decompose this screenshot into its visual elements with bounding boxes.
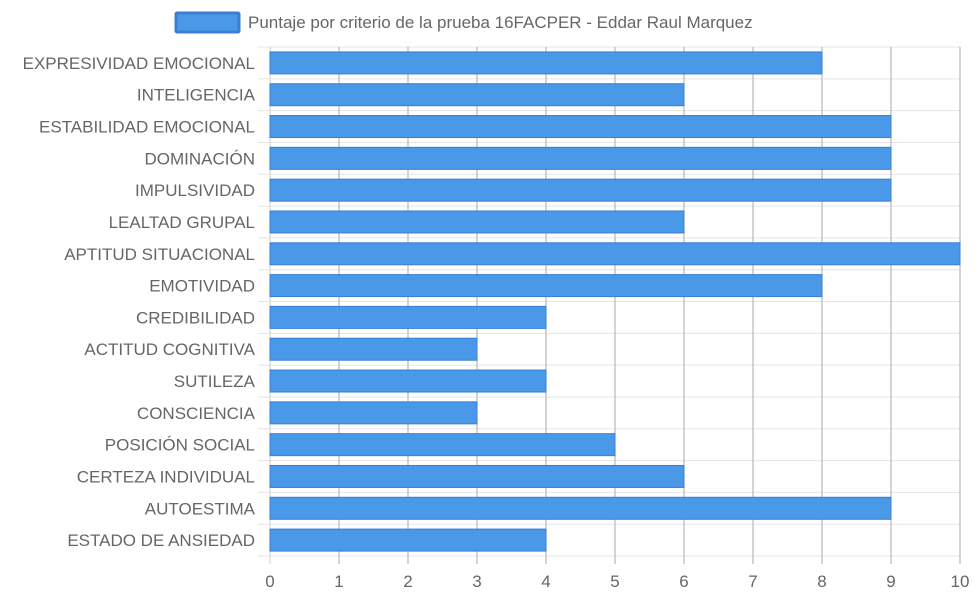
x-tick-label: 6 <box>679 572 688 591</box>
x-tick-label: 1 <box>334 572 343 591</box>
x-tick-label: 3 <box>472 572 481 591</box>
y-tick-label: CONSCIENCIA <box>137 404 256 423</box>
bar <box>269 401 478 425</box>
y-tick-label: INTELIGENCIA <box>137 86 256 105</box>
y-tick-label: EXPRESIVIDAD EMOCIONAL <box>23 54 255 73</box>
bar <box>269 369 547 393</box>
bar <box>269 242 961 266</box>
bar <box>269 115 892 139</box>
y-tick-label: LEALTAD GRUPAL <box>109 213 255 232</box>
y-tick-label: DOMINACIÓN <box>145 149 256 168</box>
bar <box>269 528 547 552</box>
y-tick-label: SUTILEZA <box>174 372 256 391</box>
y-tick-label: CERTEZA INDIVIDUAL <box>77 467 255 486</box>
y-tick-label: APTITUD SITUACIONAL <box>64 245 255 264</box>
y-tick-label: EMOTIVIDAD <box>149 277 255 296</box>
bar <box>269 83 685 107</box>
x-tick-label: 8 <box>817 572 826 591</box>
bars <box>269 51 961 552</box>
bar <box>269 210 685 234</box>
y-tick-label: CREDIBILIDAD <box>136 308 255 327</box>
legend-label: Puntaje por criterio de la prueba 16FACP… <box>248 13 753 32</box>
y-tick-label: ESTABILIDAD EMOCIONAL <box>39 118 255 137</box>
x-tick-label: 2 <box>403 572 412 591</box>
x-tick-label: 4 <box>541 572 550 591</box>
bar <box>269 496 892 520</box>
legend[interactable]: Puntaje por criterio de la prueba 16FACP… <box>174 11 753 34</box>
x-tick-label: 9 <box>886 572 895 591</box>
x-tick-label: 5 <box>610 572 619 591</box>
x-tick-label: 10 <box>951 572 970 591</box>
y-tick-label: ESTADO DE ANSIEDAD <box>67 531 255 550</box>
y-axis-labels: EXPRESIVIDAD EMOCIONAL INTELIGENCIA ESTABI… <box>23 54 256 550</box>
bar <box>269 178 892 202</box>
x-axis-labels: 0 1 2 3 4 5 6 7 8 9 10 <box>265 572 969 591</box>
y-tick-label: POSICIÓN SOCIAL <box>105 436 255 455</box>
bar <box>269 433 616 457</box>
x-tick-label: 7 <box>748 572 757 591</box>
bar <box>269 51 823 75</box>
bar <box>269 274 823 298</box>
y-tick-label: AUTOESTIMA <box>145 499 256 518</box>
bar <box>269 337 478 361</box>
y-tick-label: IMPULSIVIDAD <box>135 181 255 200</box>
legend-swatch <box>174 11 241 34</box>
bar <box>269 464 685 488</box>
y-tick-label: ACTITUD COGNITIVA <box>84 340 255 359</box>
bar <box>269 146 892 170</box>
bar <box>269 305 547 329</box>
x-tick-label: 0 <box>265 572 274 591</box>
